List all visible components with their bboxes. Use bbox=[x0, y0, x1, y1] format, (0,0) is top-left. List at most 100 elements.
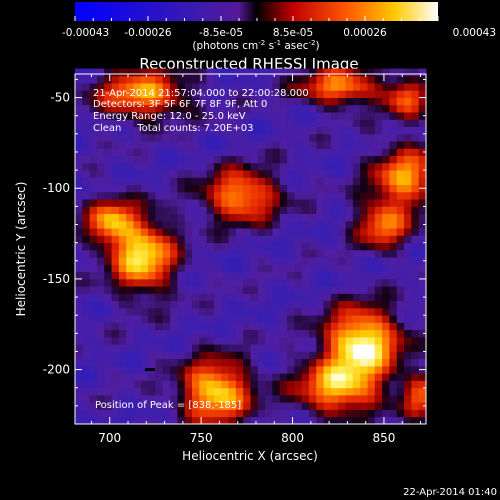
heatmap-pixel bbox=[133, 133, 142, 142]
heatmap-pixel bbox=[221, 329, 229, 338]
heatmap-pixel bbox=[170, 315, 178, 323]
heatmap-pixel bbox=[235, 228, 244, 236]
heatmap-pixel bbox=[243, 358, 251, 367]
heatmap-pixel bbox=[360, 242, 368, 251]
heatmap-pixel bbox=[192, 315, 200, 323]
heatmap-pixel bbox=[309, 199, 317, 207]
heatmap-pixel bbox=[133, 242, 142, 251]
heatmap-pixel bbox=[104, 365, 112, 374]
heatmap-pixel bbox=[221, 358, 229, 367]
heatmap-pixel bbox=[213, 75, 222, 84]
heatmap-pixel bbox=[418, 97, 427, 106]
heatmap-pixel bbox=[396, 206, 405, 215]
heatmap-pixel bbox=[382, 119, 390, 127]
heatmap-pixel bbox=[155, 90, 164, 98]
heatmap-pixel bbox=[192, 83, 200, 91]
heatmap-pixel bbox=[374, 416, 383, 425]
heatmap-pixel bbox=[192, 97, 200, 106]
heatmap-pixel bbox=[243, 112, 251, 120]
heatmap-pixel bbox=[228, 315, 237, 323]
heatmap-pixel bbox=[221, 257, 229, 265]
heatmap-pixel bbox=[382, 148, 390, 156]
heatmap-pixel bbox=[170, 380, 178, 389]
heatmap-pixel bbox=[374, 75, 383, 84]
heatmap-pixel bbox=[170, 97, 178, 106]
heatmap-pixel bbox=[177, 293, 186, 302]
heatmap-pixel bbox=[133, 155, 142, 164]
heatmap-pixel bbox=[96, 300, 105, 309]
heatmap-pixel bbox=[301, 329, 310, 338]
heatmap-pixel bbox=[162, 97, 171, 106]
heatmap-pixel bbox=[257, 249, 266, 258]
heatmap-pixel bbox=[118, 300, 127, 309]
heatmap-pixel bbox=[162, 155, 171, 164]
heatmap-pixel bbox=[323, 278, 332, 287]
heatmap-pixel bbox=[360, 170, 368, 178]
heatmap-pixel bbox=[126, 293, 134, 302]
heatmap-pixel bbox=[126, 300, 134, 309]
heatmap-pixel bbox=[382, 170, 390, 178]
heatmap-pixel bbox=[345, 97, 354, 106]
heatmap-pixel bbox=[155, 112, 164, 120]
heatmap-pixel bbox=[133, 104, 142, 113]
heatmap-pixel bbox=[96, 206, 105, 215]
heatmap-pixel bbox=[301, 213, 310, 222]
heatmap-pixel bbox=[411, 351, 420, 360]
heatmap-pixel bbox=[148, 199, 156, 207]
heatmap-pixel bbox=[104, 249, 112, 258]
heatmap-pixel bbox=[140, 155, 149, 164]
heatmap-pixel bbox=[265, 83, 273, 91]
heatmap-pixel bbox=[404, 133, 412, 142]
heatmap-pixel bbox=[396, 155, 405, 164]
heatmap-pixel bbox=[352, 373, 361, 381]
heatmap-pixel bbox=[75, 242, 83, 251]
heatmap-pixel bbox=[250, 83, 259, 91]
heatmap-pixel bbox=[374, 365, 383, 374]
heatmap-pixel bbox=[199, 293, 208, 302]
heatmap-pixel bbox=[199, 90, 208, 98]
heatmap-pixel bbox=[75, 119, 83, 127]
heatmap-pixel bbox=[418, 228, 427, 236]
heatmap-pixel bbox=[162, 141, 171, 149]
heatmap-pixel bbox=[272, 278, 281, 287]
heatmap-pixel bbox=[111, 416, 120, 425]
heatmap-pixel bbox=[221, 235, 229, 244]
heatmap-pixel bbox=[111, 409, 120, 418]
heatmap-pixel bbox=[228, 191, 237, 200]
heatmap-pixel bbox=[301, 119, 310, 127]
heatmap-pixel bbox=[250, 90, 259, 98]
heatmap-pixel bbox=[192, 228, 200, 236]
heatmap-pixel bbox=[243, 228, 251, 236]
heatmap-pixel bbox=[133, 416, 142, 425]
heatmap-pixel bbox=[213, 220, 222, 229]
heatmap-pixel bbox=[118, 286, 127, 294]
heatmap-pixel bbox=[323, 315, 332, 323]
heatmap-pixel bbox=[272, 119, 281, 127]
heatmap-pixel bbox=[272, 148, 281, 156]
heatmap-pixel bbox=[374, 90, 383, 98]
heatmap-pixel bbox=[309, 286, 317, 294]
heatmap-pixel bbox=[75, 141, 83, 149]
heatmap-pixel bbox=[352, 199, 361, 207]
heatmap-pixel bbox=[126, 307, 134, 316]
heatmap-pixel bbox=[338, 242, 346, 251]
heatmap-pixel bbox=[382, 90, 390, 98]
heatmap-pixel bbox=[75, 300, 83, 309]
heatmap-pixel bbox=[301, 300, 310, 309]
heatmap-pixel bbox=[382, 184, 390, 193]
heatmap-pixel bbox=[338, 315, 346, 323]
heatmap-pixel bbox=[148, 394, 156, 403]
heatmap-pixel bbox=[330, 119, 339, 127]
heatmap-pixel bbox=[192, 307, 200, 316]
heatmap-pixel bbox=[338, 133, 346, 142]
heatmap-pixel bbox=[418, 112, 427, 120]
x-tick-label: 700 bbox=[98, 431, 121, 445]
heatmap-pixel bbox=[162, 336, 171, 345]
heatmap-pixel bbox=[118, 394, 127, 403]
heatmap-pixel bbox=[104, 155, 112, 164]
heatmap-pixel bbox=[272, 220, 281, 229]
heatmap-pixel bbox=[250, 170, 259, 178]
heatmap-pixel bbox=[265, 416, 273, 425]
heatmap-pixel bbox=[213, 286, 222, 294]
heatmap-pixel bbox=[243, 199, 251, 207]
